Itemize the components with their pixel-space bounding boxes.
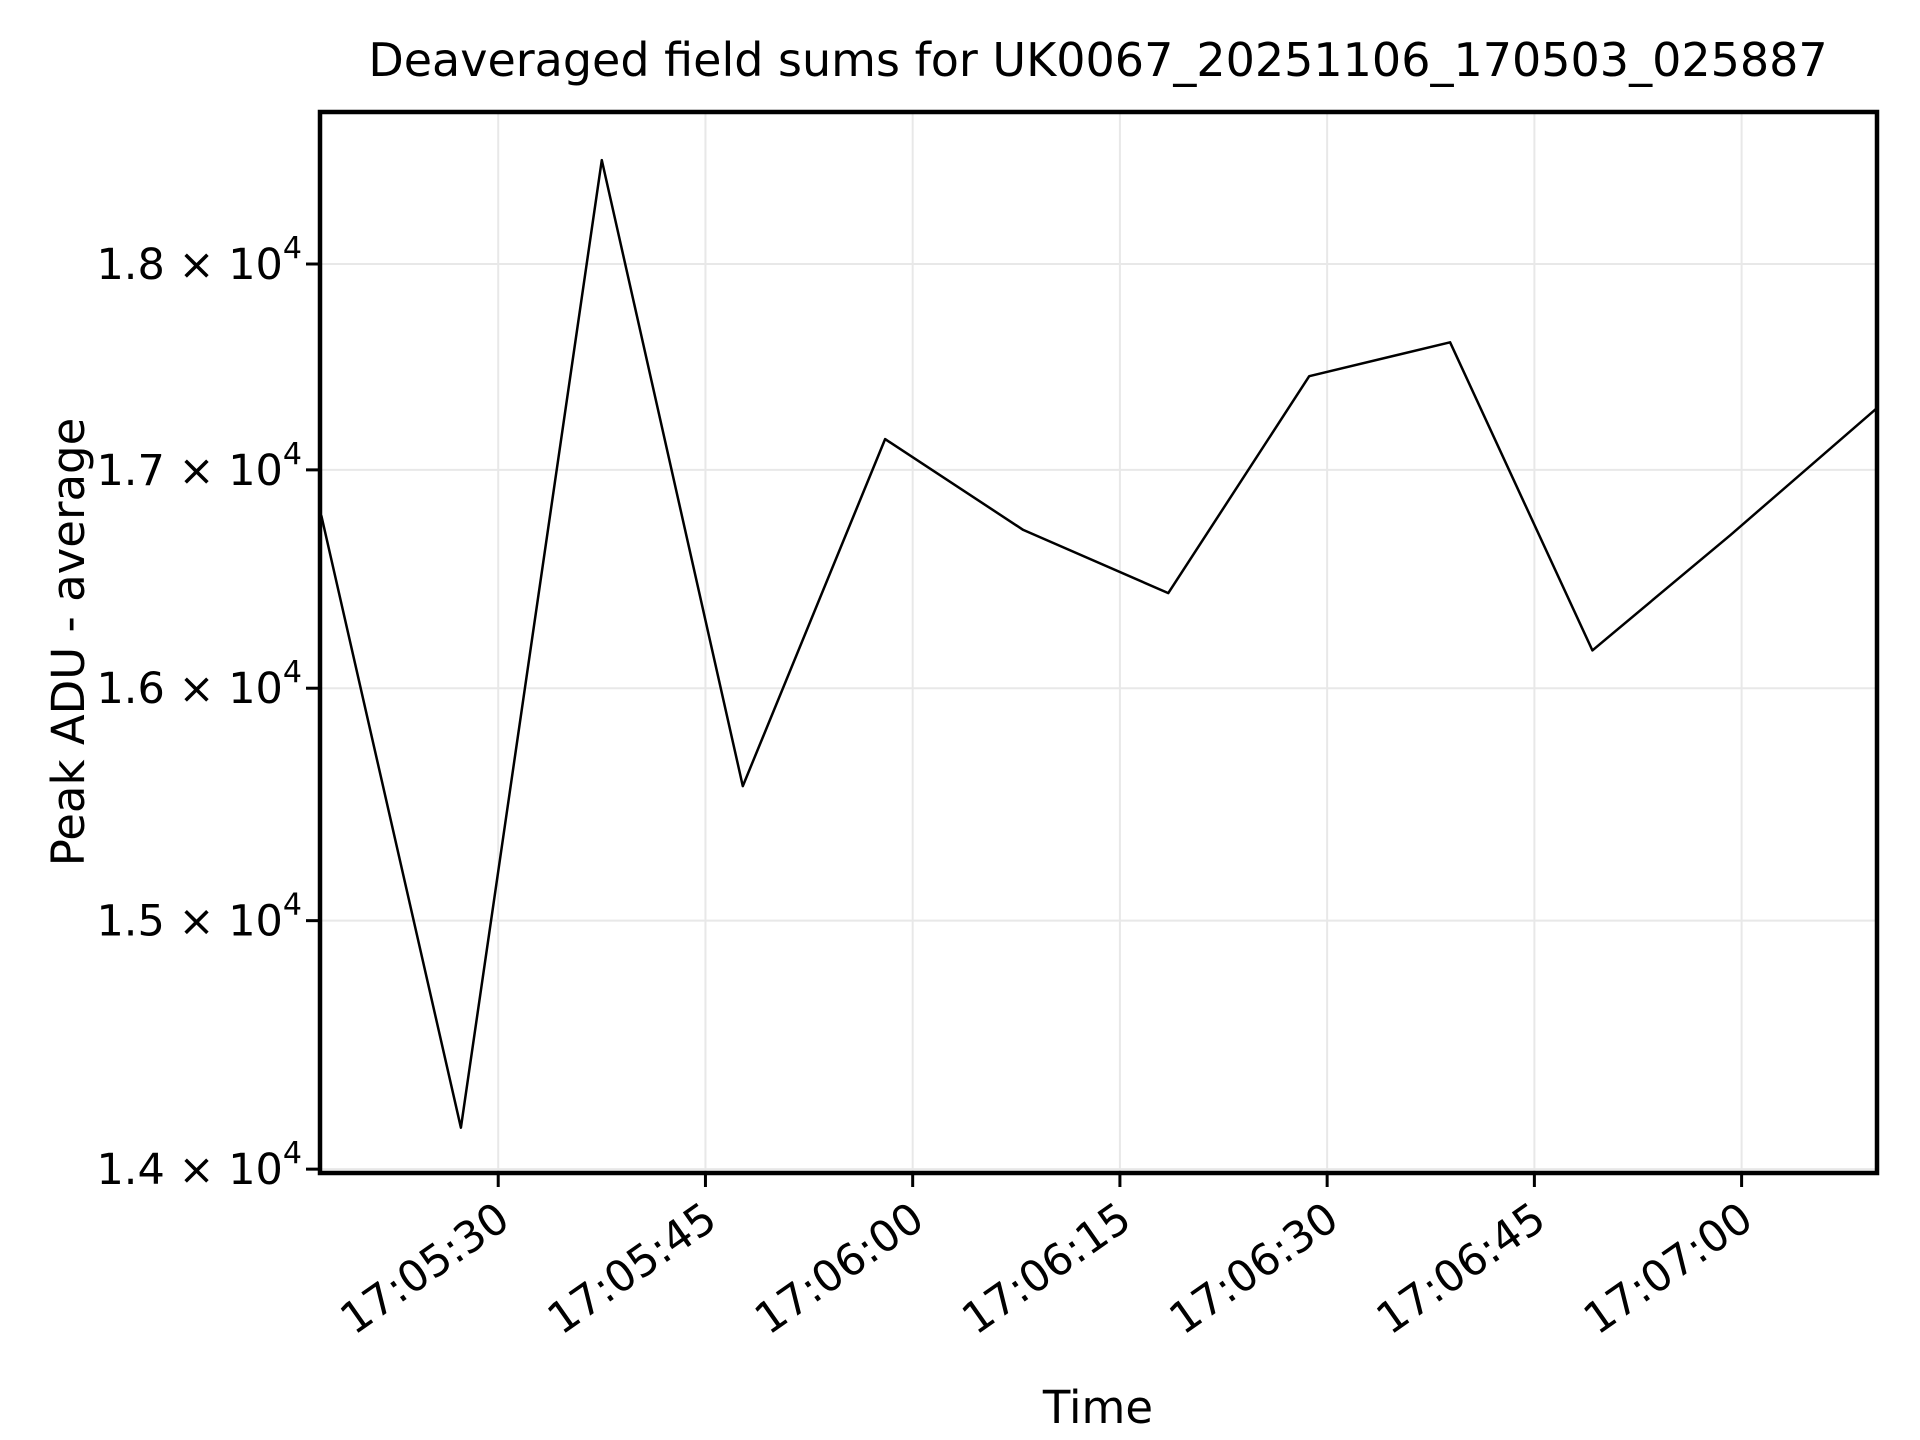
data-series-line (320, 158, 1879, 1129)
y-tick-label: 1.8 × 104 (96, 231, 302, 290)
y-tick-label: 1.4 × 104 (96, 1136, 302, 1195)
x-tick-label: 17:06:45 (1368, 1193, 1555, 1345)
x-tick-label: 17:06:30 (1161, 1193, 1348, 1345)
grid-layer (320, 112, 1877, 1173)
x-tick-label: 17:05:30 (332, 1193, 519, 1345)
y-axis-label: Peak ADU - average (42, 418, 95, 867)
series-layer (320, 158, 1879, 1129)
x-tick-label: 17:06:15 (953, 1193, 1140, 1345)
y-tick-label: 1.5 × 104 (96, 888, 302, 947)
x-tick-label: 17:07:00 (1575, 1193, 1762, 1345)
spine-layer (317, 109, 1880, 1176)
x-tick-label: 17:05:45 (539, 1193, 726, 1345)
tick-layer (306, 262, 1744, 1187)
chart-title: Deaveraged field sums for UK0067_2025110… (368, 33, 1827, 87)
x-tick-label: 17:06:00 (746, 1193, 933, 1345)
y-tick-label: 1.6 × 104 (96, 655, 302, 714)
y-tick-label: 1.7 × 104 (96, 437, 302, 496)
x-axis-label: Time (1042, 1381, 1153, 1434)
plot-border (317, 109, 1880, 1176)
tick-label-layer: 17:05:30 17:05:45 17:06:00 17:06:15 17:06:30… (96, 231, 1761, 1345)
